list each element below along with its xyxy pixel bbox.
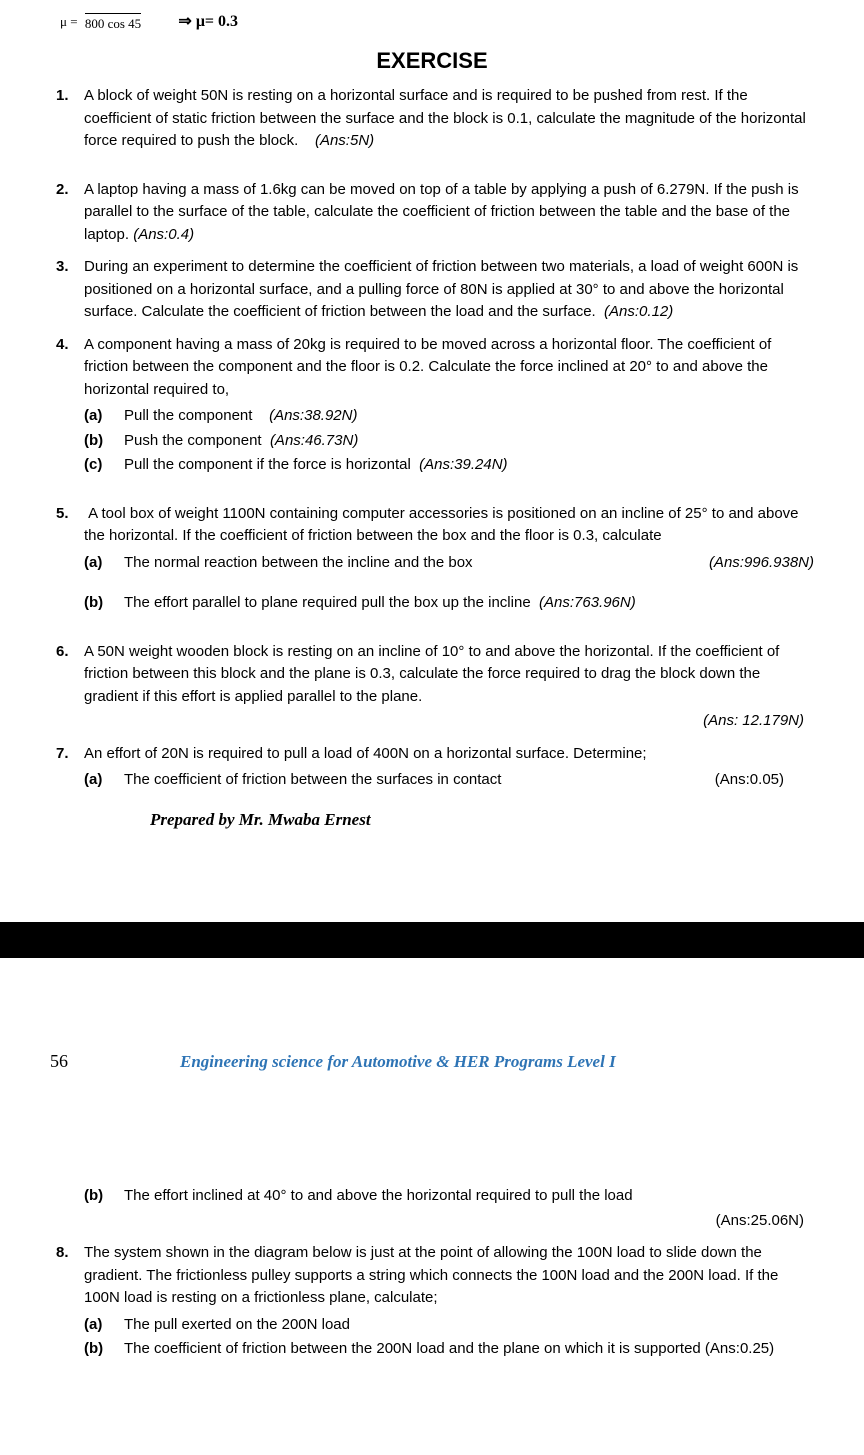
part-text: The coefficient of friction between the … — [124, 1338, 774, 1361]
problem-8-parts: (a) The pull exerted on the 200N load (b… — [84, 1314, 814, 1361]
part-text: The normal reaction between the incline … — [124, 552, 473, 575]
document-title: Engineering science for Automotive & HER… — [180, 1049, 616, 1075]
part-c: (c) Pull the component if the force is h… — [84, 454, 814, 477]
problem-number: 4. — [56, 334, 69, 357]
part-a: (a) The normal reaction between the incl… — [84, 552, 814, 575]
problem-8: 8. The system shown in the diagram below… — [84, 1242, 814, 1361]
answer: (Ans:0.12) — [604, 303, 673, 320]
problem-number: 8. — [56, 1242, 69, 1265]
answer: (Ans:38.92N) — [269, 407, 357, 424]
answer: (Ans:39.24N) — [419, 456, 507, 473]
problem-5: 5. A tool box of weight 1100N containing… — [84, 503, 814, 615]
problem-3: 3. During an experiment to determine the… — [84, 256, 814, 324]
part-text: Pull the component if the force is horiz… — [124, 456, 411, 473]
part-label: (b) — [84, 1338, 124, 1361]
formula-fragment: μ = 800 cos 45 ⇒ μ= 0.3 — [60, 10, 814, 34]
problem-1: 1. A block of weight 50N is resting on a… — [84, 85, 814, 153]
formula-denominator: 800 cos 45 — [85, 13, 141, 34]
problem-number: 3. — [56, 256, 69, 279]
formula-result: ⇒ μ= 0.3 — [178, 13, 238, 30]
problem-text: A block of weight 50N is resting on a ho… — [84, 87, 806, 149]
page-separator — [0, 922, 864, 958]
part-label: (b) — [84, 430, 124, 453]
problem-4: 4. A component having a mass of 20kg is … — [84, 334, 814, 477]
prepared-by: Prepared by Mr. Mwaba Ernest — [150, 807, 814, 833]
part-text: Push the component — [124, 432, 262, 449]
page-2: (b) The effort inclined at 40° to and ab… — [0, 1185, 864, 1401]
part-text: The coefficient of friction between the … — [124, 769, 501, 792]
part-label: (a) — [84, 769, 124, 792]
part-text: The pull exerted on the 200N load — [124, 1314, 350, 1337]
problem-7: 7. An effort of 20N is required to pull … — [84, 743, 814, 792]
part-b: (b) The effort inclined at 40° to and ab… — [84, 1185, 814, 1208]
exercise-list-cont: (b) The effort inclined at 40° to and ab… — [50, 1185, 814, 1361]
problem-2: 2. A laptop having a mass of 1.6kg can b… — [84, 179, 814, 247]
part-text: Pull the component — [124, 407, 252, 424]
problem-number: 6. — [56, 641, 69, 664]
part-text: The effort inclined at 40° to and above … — [124, 1185, 633, 1208]
part-a: (a) The pull exerted on the 200N load — [84, 1314, 814, 1337]
problem-text: A component having a mass of 20kg is req… — [84, 336, 771, 398]
problem-text: An effort of 20N is required to pull a l… — [84, 745, 647, 762]
problem-7b: (b) The effort inclined at 40° to and ab… — [84, 1185, 814, 1232]
problem-number: 7. — [56, 743, 69, 766]
problem-text: A 50N weight wooden block is resting on … — [84, 643, 779, 705]
part-label: (a) — [84, 405, 124, 428]
part-b: (b) The effort parallel to plane require… — [84, 592, 814, 615]
answer: (Ans:0.4) — [133, 226, 194, 243]
problem-number: 5. — [56, 503, 69, 526]
problem-5-parts: (a) The normal reaction between the incl… — [84, 552, 814, 615]
part-label: (a) — [84, 552, 124, 575]
answer: (Ans:0.05) — [715, 769, 814, 792]
problem-6: 6. A 50N weight wooden block is resting … — [84, 641, 814, 733]
page-header: 56 Engineering science for Automotive & … — [0, 1048, 864, 1075]
answer: (Ans: 12.179N) — [84, 710, 814, 733]
page-1: μ = 800 cos 45 ⇒ μ= 0.3 EXERCISE 1. A bl… — [0, 0, 864, 862]
part-label: (a) — [84, 1314, 124, 1337]
answer: (Ans:763.96N) — [539, 594, 636, 611]
answer: (Ans:25.06N) — [84, 1210, 814, 1233]
problem-text: The system shown in the diagram below is… — [84, 1244, 778, 1306]
part-label: (b) — [84, 592, 124, 615]
mu-symbol: μ = — [60, 14, 78, 29]
problem-7-parts: (a) The coefficient of friction between … — [84, 769, 814, 792]
problem-number: 1. — [56, 85, 69, 108]
problem-number: 2. — [56, 179, 69, 202]
exercise-heading: EXERCISE — [50, 44, 814, 77]
part-a: (a) The coefficient of friction between … — [84, 769, 814, 792]
answer: (Ans:996.938N) — [709, 552, 814, 575]
problem-text: A tool box of weight 1100N containing co… — [84, 505, 799, 545]
part-b: (b) Push the component (Ans:46.73N) — [84, 430, 814, 453]
problem-text: During an experiment to determine the co… — [84, 258, 798, 320]
page-number: 56 — [50, 1048, 180, 1075]
problem-7-cont: (b) The effort inclined at 40° to and ab… — [84, 1185, 814, 1232]
answer: (Ans:5N) — [315, 132, 374, 149]
answer: (Ans:46.73N) — [270, 432, 358, 449]
part-b: (b) The coefficient of friction between … — [84, 1338, 814, 1361]
part-label: (b) — [84, 1185, 124, 1208]
part-a: (a) Pull the component (Ans:38.92N) — [84, 405, 814, 428]
part-label: (c) — [84, 454, 124, 477]
exercise-list: 1. A block of weight 50N is resting on a… — [50, 85, 814, 792]
part-text: The effort parallel to plane required pu… — [124, 594, 531, 611]
problem-4-parts: (a) Pull the component (Ans:38.92N) (b) … — [84, 405, 814, 477]
